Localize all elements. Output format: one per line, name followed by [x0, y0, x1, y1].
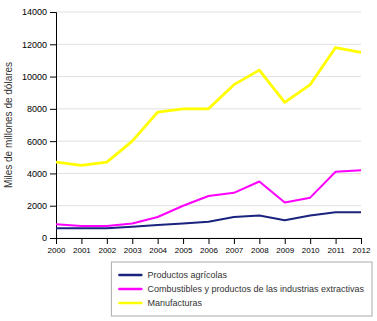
tick-label: 4000: [27, 169, 47, 179]
tick: 2000: [27, 201, 56, 211]
grid-line: [56, 12, 361, 13]
tick-label: 6000: [27, 137, 47, 147]
tick-label: 14000: [22, 7, 47, 17]
tick-label: 2008: [251, 246, 269, 255]
tick: 2003: [124, 238, 142, 255]
tick-label: 2005: [175, 246, 193, 255]
tick-label: 12000: [22, 40, 47, 50]
legend-box: [111, 262, 372, 316]
tick: 2008: [251, 238, 269, 255]
tick-label: 2009: [276, 246, 294, 255]
legend-swatch: [119, 274, 141, 277]
tick: 2010: [302, 238, 320, 255]
tick-label: 2003: [124, 246, 142, 255]
tick: 0: [42, 233, 56, 243]
tick-mark: [50, 238, 56, 239]
tick: 12000: [22, 40, 56, 50]
tick-mark: [81, 238, 82, 244]
tick-label: 2002: [98, 246, 116, 255]
tick-mark: [310, 238, 311, 244]
tick-label: 2012: [353, 246, 371, 255]
legend-label: Manufacturas: [147, 298, 202, 308]
tick-mark: [336, 238, 337, 244]
tick-label: 10000: [22, 72, 47, 82]
tick-label: 8000: [27, 104, 47, 114]
tick: 4000: [27, 169, 56, 179]
tick-label: 2006: [200, 246, 218, 255]
legend: Productos agrícolas Combustibles y produc…: [111, 262, 372, 316]
tick-label: 2004: [149, 246, 167, 255]
tick-mark: [50, 77, 56, 78]
tick: 8000: [27, 104, 56, 114]
legend-label: Combustibles y productos de las industri…: [147, 284, 364, 294]
tick-mark: [209, 238, 210, 244]
tick-mark: [132, 238, 133, 244]
chart: 2000 2001 2002 2003 2004 2005 2006 2007 2008 2009…: [0, 0, 377, 321]
legend-label: Productos agrícolas: [147, 270, 227, 280]
tick: 2005: [175, 238, 193, 255]
axis-line: [50, 13, 57, 239]
tick: 2004: [149, 238, 167, 255]
tick: 14000: [22, 7, 56, 17]
legend-swatch: [119, 288, 141, 291]
tick-label: 2000: [48, 246, 66, 255]
tick-label: 2007: [226, 246, 244, 255]
tick: 2006: [200, 238, 218, 255]
tick-mark: [285, 238, 286, 244]
grid-line: [56, 205, 361, 206]
tick-label: 2001: [73, 246, 91, 255]
tick: 2000: [48, 238, 66, 255]
tick-mark: [183, 238, 184, 244]
tick: 6000: [27, 137, 56, 147]
legend-item: Productos agrícolas: [119, 270, 227, 280]
legend-swatch: [119, 302, 141, 305]
tick-label: 2000: [27, 201, 47, 211]
tick: 2011: [327, 238, 345, 255]
tick: 2012: [353, 238, 371, 255]
y-axis: 0 2000 4000 6000 8000 10000 12000 14000: [22, 7, 57, 243]
tick-mark: [50, 141, 56, 142]
tick-mark: [361, 238, 362, 244]
line: [56, 48, 361, 166]
plot: 2000 2001 2002 2003 2004 2005 2006 2007 2008 2009…: [22, 7, 371, 254]
grid-line: [56, 173, 361, 174]
tick-label: 2010: [302, 246, 320, 255]
tick: 10000: [22, 72, 56, 82]
tick-mark: [234, 238, 235, 244]
tick-mark: [50, 206, 56, 207]
axis-line: [57, 239, 362, 245]
chart-container: 2000 2001 2002 2003 2004 2005 2006 2007 2008 2009…: [0, 0, 377, 321]
grid-line: [56, 141, 361, 142]
tick-mark: [50, 109, 56, 110]
lines: [56, 48, 361, 229]
tick-mark: [50, 44, 56, 45]
tick: 2007: [226, 238, 244, 255]
y-axis-title: Miles de millones de dólares: [3, 62, 14, 188]
tick-mark: [158, 238, 159, 244]
tick-label: 0: [42, 233, 47, 243]
tick: 2001: [73, 238, 91, 255]
tick-mark: [50, 173, 56, 174]
legend-item: Combustibles y productos de las industri…: [119, 284, 364, 294]
tick: 2009: [276, 238, 294, 255]
line: [56, 170, 361, 226]
legend-item: Manufacturas: [119, 298, 202, 308]
tick-mark: [107, 238, 108, 244]
grid: [56, 12, 361, 238]
grid-line: [56, 44, 361, 45]
x-axis: 2000 2001 2002 2003 2004 2005 2006 2007 2008 2009…: [48, 238, 371, 255]
tick-mark: [259, 238, 260, 244]
tick: 2002: [98, 238, 116, 255]
tick-label: 2011: [327, 246, 345, 255]
tick-mark: [50, 12, 56, 13]
